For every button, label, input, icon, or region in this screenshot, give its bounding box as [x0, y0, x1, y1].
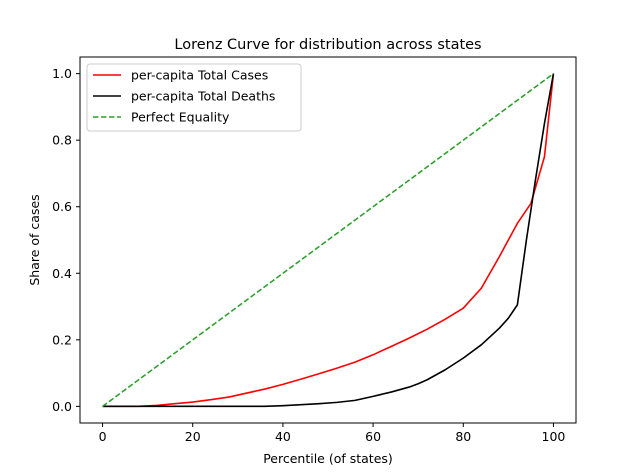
y-tick-label: 0.6: [52, 199, 72, 214]
x-tick-label: 40: [275, 429, 291, 444]
legend-label-deaths: per-capita Total Deaths: [131, 89, 275, 104]
legend-label-cases: per-capita Total Cases: [131, 68, 268, 83]
x-tick-label: 100: [542, 429, 566, 444]
x-axis-label: Percentile (of states): [263, 451, 393, 466]
plot-frame: [79, 56, 577, 424]
x-tick-label: 0: [99, 429, 107, 444]
series-line-cases: [102, 73, 555, 408]
series-lines: [102, 72, 555, 408]
y-tick-label: 0.8: [52, 133, 72, 148]
chart-title: Lorenz Curve for distribution across sta…: [174, 37, 481, 53]
axis-ticks: 0 20 40 60 80 100 0.0 0.2 0.4 0.6 0.8 1.0: [52, 66, 565, 444]
legend-box: [86, 63, 302, 132]
x-tick-label: 60: [365, 429, 381, 444]
y-tick-label: 1.0: [52, 66, 72, 81]
x-tick-label: 20: [185, 429, 201, 444]
series-line-deaths: [102, 73, 555, 408]
legend: per-capita Total Cases per-capita Total …: [86, 63, 302, 132]
y-axis-label: Share of cases: [27, 194, 42, 285]
y-tick-label: 0.4: [52, 266, 72, 281]
x-tick-label: 80: [455, 429, 471, 444]
y-tick-label: 0.0: [52, 399, 72, 414]
y-tick-label: 0.2: [52, 332, 72, 347]
series-line-equality: [102, 72, 554, 408]
legend-label-equality: Perfect Equality: [131, 110, 230, 125]
